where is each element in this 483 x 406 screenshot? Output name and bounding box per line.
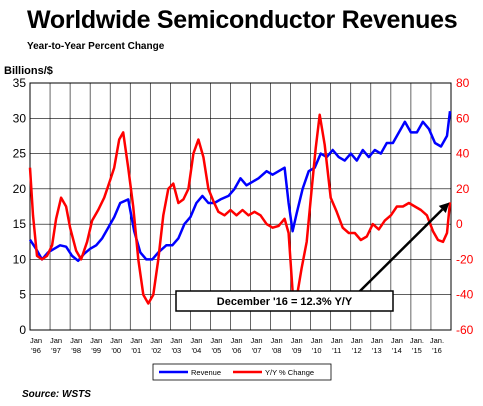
y-right-tick-label: 60 <box>456 111 470 125</box>
y-left-tick-label: 30 <box>13 111 27 125</box>
x-tick-label-top: Jan <box>210 336 222 345</box>
x-tick-label-bottom: '02 <box>151 346 161 355</box>
source-note: Source: WSTS <box>22 389 91 400</box>
x-tick-label-top: Jan <box>110 336 122 345</box>
x-tick-label-bottom: '08 <box>272 346 282 355</box>
y-left-tick-label: 10 <box>13 252 27 266</box>
chart-title: Worldwide Semiconductor Revenues <box>27 6 458 34</box>
x-tick-label-top: Jan <box>391 336 403 345</box>
x-tick-label-top: Jan. <box>410 336 424 345</box>
x-tick-label-top: Jan. <box>430 336 444 345</box>
x-tick-label-bottom: '97 <box>51 346 61 355</box>
x-tick-label-bottom: '13 <box>372 346 382 355</box>
x-tick-label-top: Jan <box>70 336 82 345</box>
y-left-tick-label: 20 <box>13 182 27 196</box>
x-tick-label-top: Jan <box>271 336 283 345</box>
x-tick-label-bottom: '11 <box>332 346 341 355</box>
x-tick-label-bottom: '14 <box>392 346 402 355</box>
x-tick-label-top: Jan <box>331 336 343 345</box>
y-right-tick-label: -20 <box>456 252 474 266</box>
x-tick-label-bottom: '00 <box>111 346 121 355</box>
x-tick-label-bottom: '04 <box>192 346 202 355</box>
y-left-tick-label: 15 <box>13 217 27 231</box>
y-left-tick-label: 5 <box>19 288 26 302</box>
legend-revenue-label: Revenue <box>191 368 221 377</box>
y-right-tick-label: -40 <box>456 288 474 302</box>
yoy-change-series-line <box>28 113 452 305</box>
x-tick-label-top: Jan <box>170 336 182 345</box>
legend-yoy-label: Y/Y % Change <box>265 368 314 377</box>
annotation-box <box>175 290 394 312</box>
y-axis-left-label: Billions/$ <box>4 65 53 77</box>
y-right-tick-label: 40 <box>456 147 470 161</box>
x-tick-label-top: Jan <box>371 336 383 345</box>
x-tick-label-bottom: '05 <box>212 346 222 355</box>
plot-frame <box>29 82 452 331</box>
x-tick-label-bottom: '03 <box>171 346 181 355</box>
chart-subtitle: Year-to-Year Percent Change <box>27 41 165 52</box>
x-tick-label-bottom: '96 <box>31 346 41 355</box>
x-tick-label-bottom: '12 <box>352 346 362 355</box>
annotation-text: December '16 = 12.3% Y/Y <box>217 296 353 308</box>
x-tick-label-top: Jan <box>351 336 363 345</box>
x-tick-label-top: Jan <box>190 336 202 345</box>
y-right-tick-label: 20 <box>456 182 470 196</box>
x-tick-label-top: Jan <box>130 336 142 345</box>
y-right-tick-label: 0 <box>456 217 463 231</box>
y-left-tick-label: 25 <box>13 147 27 161</box>
y-right-tick-label: 80 <box>456 76 470 90</box>
x-tick-label-bottom: '10 <box>312 346 322 355</box>
x-tick-label-bottom: '07 <box>252 346 262 355</box>
x-tick-label-bottom: '09 <box>292 346 302 355</box>
x-tick-label-bottom: '99 <box>91 346 101 355</box>
x-tick-label-bottom: '15 <box>412 346 422 355</box>
annotation-arrowhead <box>438 202 450 214</box>
x-tick-label-top: Jan <box>230 336 242 345</box>
y-right-tick-label: -60 <box>456 323 474 337</box>
x-tick-label-bottom: '01 <box>131 346 141 355</box>
x-tick-label-top: Jan <box>50 336 62 345</box>
x-tick-label-top: Jan <box>251 336 263 345</box>
revenue-series-line <box>28 111 452 263</box>
x-tick-label-top: Jan <box>30 336 42 345</box>
x-tick-label-bottom: '98 <box>71 346 81 355</box>
x-tick-label-bottom: '16 <box>432 346 442 355</box>
x-tick-label-top: Jan <box>90 336 102 345</box>
x-tick-label-top: Jan <box>150 336 162 345</box>
x-tick-label-top: Jan <box>311 336 323 345</box>
x-tick-label-bottom: '06 <box>232 346 242 355</box>
y-left-tick-label: 35 <box>13 76 27 90</box>
y-left-tick-label: 0 <box>19 323 26 337</box>
annotation-arrow <box>357 208 444 294</box>
x-tick-label-top: Jan <box>291 336 303 345</box>
